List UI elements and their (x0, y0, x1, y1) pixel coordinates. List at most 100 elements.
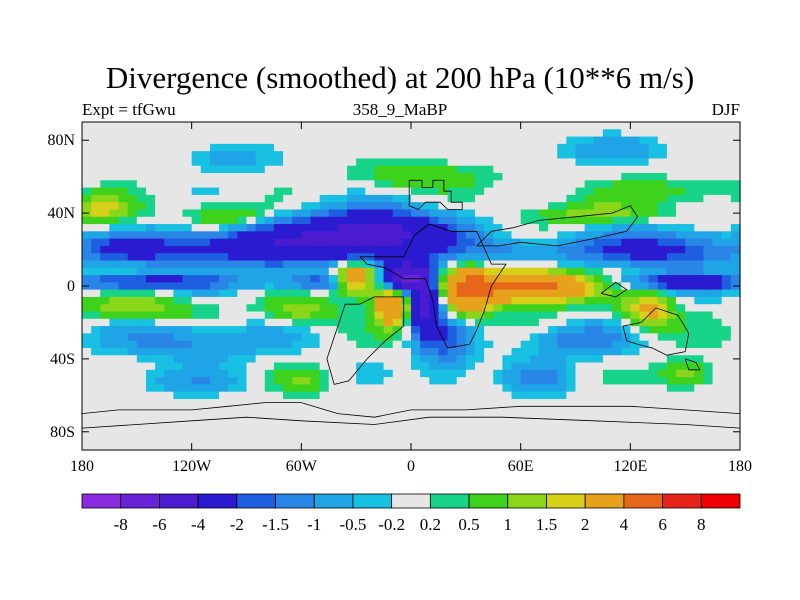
field-cell (328, 275, 339, 283)
field-cell (511, 362, 522, 371)
field-cell (712, 282, 723, 291)
field-cell (273, 420, 284, 429)
field-cell (374, 420, 385, 429)
field-cell (621, 209, 631, 218)
field-cell (529, 384, 540, 393)
field-cell (392, 304, 403, 313)
field-cell (703, 442, 714, 451)
field-cell (548, 151, 558, 160)
field-cell (712, 384, 723, 393)
field-cell (365, 209, 376, 218)
field-cell (292, 129, 302, 138)
field-cell (676, 406, 686, 415)
field-cell (100, 165, 111, 174)
field-cell (145, 442, 156, 451)
field-cell (164, 442, 174, 451)
field-cell (82, 238, 92, 247)
field-cell (136, 158, 147, 167)
field-cell (237, 231, 248, 240)
field-cell (538, 428, 549, 437)
field-cell (200, 275, 211, 283)
field-cell (593, 333, 604, 342)
field-cell (438, 151, 449, 160)
field-cell (273, 209, 284, 218)
field-cell (365, 435, 376, 444)
field-cell (100, 260, 111, 269)
field-cell (301, 428, 312, 437)
field-cell (246, 442, 257, 451)
field-cell (191, 187, 202, 196)
field-cell (209, 311, 220, 320)
field-cell (456, 391, 467, 400)
field-cell (283, 326, 293, 334)
field-cell (127, 377, 138, 385)
field-cell (328, 391, 339, 400)
field-cell (264, 231, 275, 240)
field-cell (520, 442, 531, 451)
field-cell (401, 420, 412, 429)
field-cell (182, 267, 193, 276)
field-cell (283, 136, 293, 145)
field-cell (465, 369, 476, 378)
field-cell (264, 420, 275, 429)
field-cell (310, 224, 321, 232)
field-cell (538, 202, 549, 211)
field-cell (209, 326, 220, 334)
field-cell (703, 245, 714, 254)
field-cell (493, 275, 503, 283)
field-cell (301, 282, 312, 291)
field-cell (383, 435, 394, 444)
field-cell (118, 275, 129, 283)
field-cell (219, 311, 229, 320)
field-cell (374, 245, 385, 254)
field-cell (155, 318, 165, 327)
field-cell (438, 187, 449, 196)
field-cell (301, 202, 312, 211)
field-cell (612, 289, 622, 298)
field-cell (347, 428, 357, 437)
field-cell (401, 413, 412, 422)
field-cell (438, 384, 449, 393)
field-cell (639, 122, 650, 130)
field-cell (127, 347, 138, 356)
field-cell (283, 129, 293, 138)
field-cell (191, 267, 202, 276)
field-cell (584, 165, 595, 174)
field-cell (411, 253, 421, 262)
field-cell (191, 428, 202, 437)
field-cell (685, 391, 695, 400)
field-cell (145, 260, 156, 269)
field-cell (365, 202, 376, 211)
field-cell (612, 275, 622, 283)
field-cell (420, 304, 430, 313)
field-cell (730, 231, 741, 240)
field-cell (438, 158, 449, 167)
field-cell (420, 253, 430, 262)
field-cell (630, 224, 641, 232)
field-cell (703, 238, 714, 247)
field-cell (429, 311, 440, 320)
field-cell (219, 158, 229, 167)
field-cell (127, 355, 138, 364)
field-cell (337, 151, 348, 160)
field-cell (118, 318, 129, 327)
field-cell (219, 442, 229, 451)
field-cell (310, 442, 321, 451)
field-cell (347, 398, 357, 407)
field-cell (593, 122, 604, 130)
colorbar-label: -0.5 (339, 515, 366, 534)
field-cell (529, 420, 540, 429)
field-cell (365, 311, 376, 320)
field-cell (721, 413, 732, 422)
field-cell (91, 333, 101, 342)
field-cell (712, 173, 723, 181)
field-cell (612, 435, 622, 444)
field-cell (209, 391, 220, 400)
field-cell (118, 347, 129, 356)
field-cell (273, 311, 284, 320)
field-cell (292, 340, 302, 349)
field-cell (292, 209, 302, 218)
field-cell (593, 377, 604, 385)
field-cell (109, 158, 120, 167)
field-cell (100, 224, 111, 232)
